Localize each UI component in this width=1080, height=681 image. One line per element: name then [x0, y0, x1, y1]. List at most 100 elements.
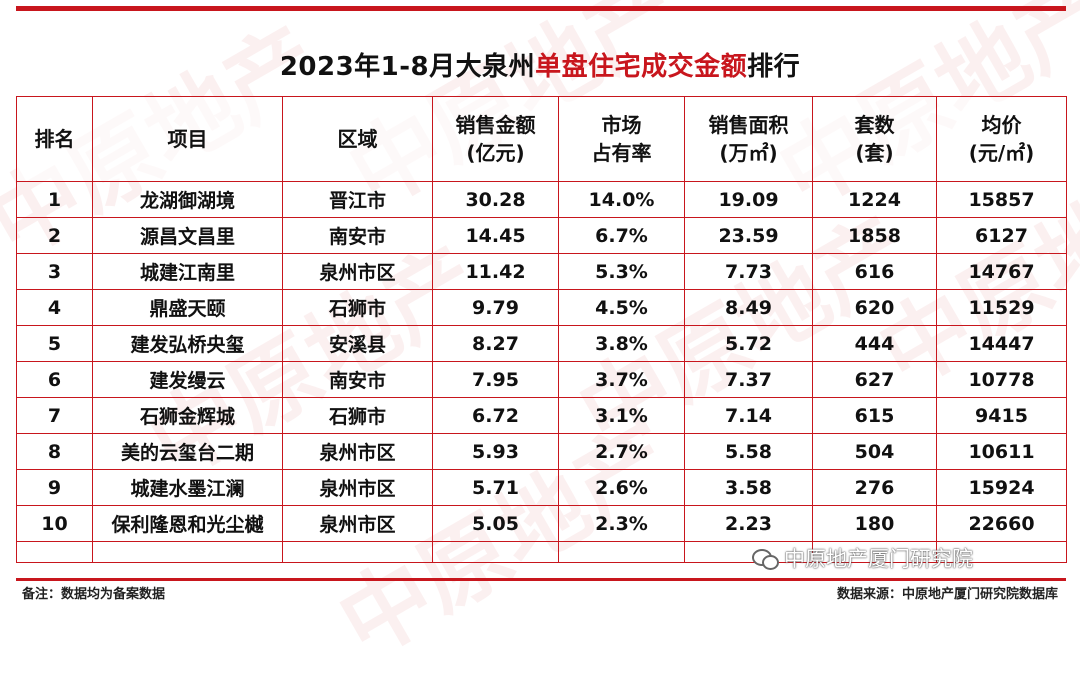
cell-size: 5.72: [684, 325, 813, 362]
cell-share: 6.7%: [558, 217, 685, 254]
table-row: 7 石狮金辉城 石狮市 6.72 3.1% 7.14 615 9415: [16, 397, 1067, 434]
cell-price: 9415: [936, 397, 1067, 434]
cell-share: 3.8%: [558, 325, 685, 362]
cell-size: 7.37: [684, 361, 813, 398]
cell-share: 2.6%: [558, 469, 685, 506]
cell-share: 3.1%: [558, 397, 685, 434]
wechat-watermark: 中原地产厦门研究院: [752, 543, 973, 573]
title-highlight: 单盘住宅成交金额: [535, 52, 748, 82]
cell-rank: 9: [16, 469, 93, 506]
empty-cell: [558, 541, 685, 563]
cell-amount: 6.72: [432, 397, 559, 434]
cell-project: 鼎盛天颐: [92, 289, 283, 326]
cell-rank: 4: [16, 289, 93, 326]
cell-project: 源昌文昌里: [92, 217, 283, 254]
top-accent-bar: [16, 6, 1066, 11]
cell-area: 泉州市区: [282, 505, 433, 542]
cell-size: 3.58: [684, 469, 813, 506]
cell-size: 8.49: [684, 289, 813, 326]
header-share: 市场 占有率: [558, 96, 685, 182]
cell-amount: 11.42: [432, 253, 559, 290]
table-row: 5 建发弘桥央玺 安溪县 8.27 3.8% 5.72 444 14447: [16, 325, 1067, 362]
cell-project: 石狮金辉城: [92, 397, 283, 434]
cell-units: 276: [812, 469, 937, 506]
cell-share: 2.3%: [558, 505, 685, 542]
cell-size: 7.14: [684, 397, 813, 434]
cell-rank: 3: [16, 253, 93, 290]
cell-project: 建发弘桥央玺: [92, 325, 283, 362]
cell-amount: 7.95: [432, 361, 559, 398]
cell-price: 22660: [936, 505, 1067, 542]
cell-price: 6127: [936, 217, 1067, 254]
cell-amount: 5.71: [432, 469, 559, 506]
cell-amount: 14.45: [432, 217, 559, 254]
cell-price: 14767: [936, 253, 1067, 290]
cell-units: 1224: [812, 181, 937, 218]
cell-size: 5.58: [684, 433, 813, 470]
cell-units: 616: [812, 253, 937, 290]
empty-cell: [432, 541, 559, 563]
empty-cell: [92, 541, 283, 563]
cell-price: 15924: [936, 469, 1067, 506]
table-row: 9 城建水墨江澜 泉州市区 5.71 2.6% 3.58 276 15924: [16, 469, 1067, 506]
cell-size: 19.09: [684, 181, 813, 218]
header-area: 区域: [282, 96, 433, 182]
cell-area: 石狮市: [282, 397, 433, 434]
cell-rank: 7: [16, 397, 93, 434]
cell-size: 2.23: [684, 505, 813, 542]
header-rank: 排名: [16, 96, 93, 182]
cell-share: 2.7%: [558, 433, 685, 470]
cell-rank: 6: [16, 361, 93, 398]
cell-price: 10778: [936, 361, 1067, 398]
cell-project: 城建水墨江澜: [92, 469, 283, 506]
cell-share: 3.7%: [558, 361, 685, 398]
table-row-empty: [16, 541, 1067, 563]
cell-rank: 2: [16, 217, 93, 254]
empty-cell: [936, 541, 1067, 563]
empty-cell: [16, 541, 93, 563]
cell-rank: 10: [16, 505, 93, 542]
cell-rank: 1: [16, 181, 93, 218]
wechat-account-name: 中原地产厦门研究院: [784, 547, 973, 571]
cell-project: 建发缦云: [92, 361, 283, 398]
cell-area: 泉州市区: [282, 253, 433, 290]
table-row: 8 美的云玺台二期 泉州市区 5.93 2.7% 5.58 504 10611: [16, 433, 1067, 470]
cell-project: 龙湖御湖境: [92, 181, 283, 218]
title-suffix: 排行: [747, 52, 801, 82]
footer-source: 数据来源：中原地产厦门研究院数据库: [836, 587, 1058, 602]
empty-cell: [282, 541, 433, 563]
table-row: 1 龙湖御湖境 晋江市 30.28 14.0% 19.09 1224 15857: [16, 181, 1067, 218]
cell-project: 城建江南里: [92, 253, 283, 290]
cell-units: 504: [812, 433, 937, 470]
cell-units: 1858: [812, 217, 937, 254]
title-prefix: 2023年1-8月大泉州: [279, 52, 536, 82]
cell-units: 615: [812, 397, 937, 434]
cell-amount: 8.27: [432, 325, 559, 362]
bottom-accent-bar: [16, 578, 1066, 581]
table-row: 2 源昌文昌里 南安市 14.45 6.7% 23.59 1858 6127: [16, 217, 1067, 254]
cell-rank: 5: [16, 325, 93, 362]
cell-share: 4.5%: [558, 289, 685, 326]
cell-area: 南安市: [282, 217, 433, 254]
cell-project: 美的云玺台二期: [92, 433, 283, 470]
header-size: 销售面积 (万㎡): [684, 96, 813, 182]
cell-units: 620: [812, 289, 937, 326]
header-amount: 销售金额 (亿元): [432, 96, 559, 182]
cell-units: 444: [812, 325, 937, 362]
ranking-table: 排名 项目 区域 销售金额 (亿元) 市场 占有率 销售面积 (万㎡) 套数 (套) 均…: [16, 96, 1067, 563]
cell-price: 14447: [936, 325, 1067, 362]
cell-rank: 8: [16, 433, 93, 470]
page-title: 2023年1-8月大泉州单盘住宅成交金额排行: [0, 46, 1080, 83]
wechat-icon: [752, 547, 779, 570]
cell-area: 石狮市: [282, 289, 433, 326]
cell-price: 10611: [936, 433, 1067, 470]
cell-area: 泉州市区: [282, 433, 433, 470]
header-project: 项目: [92, 96, 283, 182]
footer-note: 备注：数据均为备案数据: [22, 587, 166, 602]
cell-size: 7.73: [684, 253, 813, 290]
table-row: 4 鼎盛天颐 石狮市 9.79 4.5% 8.49 620 11529: [16, 289, 1067, 326]
cell-units: 180: [812, 505, 937, 542]
cell-amount: 9.79: [432, 289, 559, 326]
header-price: 均价 (元/㎡): [936, 96, 1067, 182]
cell-units: 627: [812, 361, 937, 398]
